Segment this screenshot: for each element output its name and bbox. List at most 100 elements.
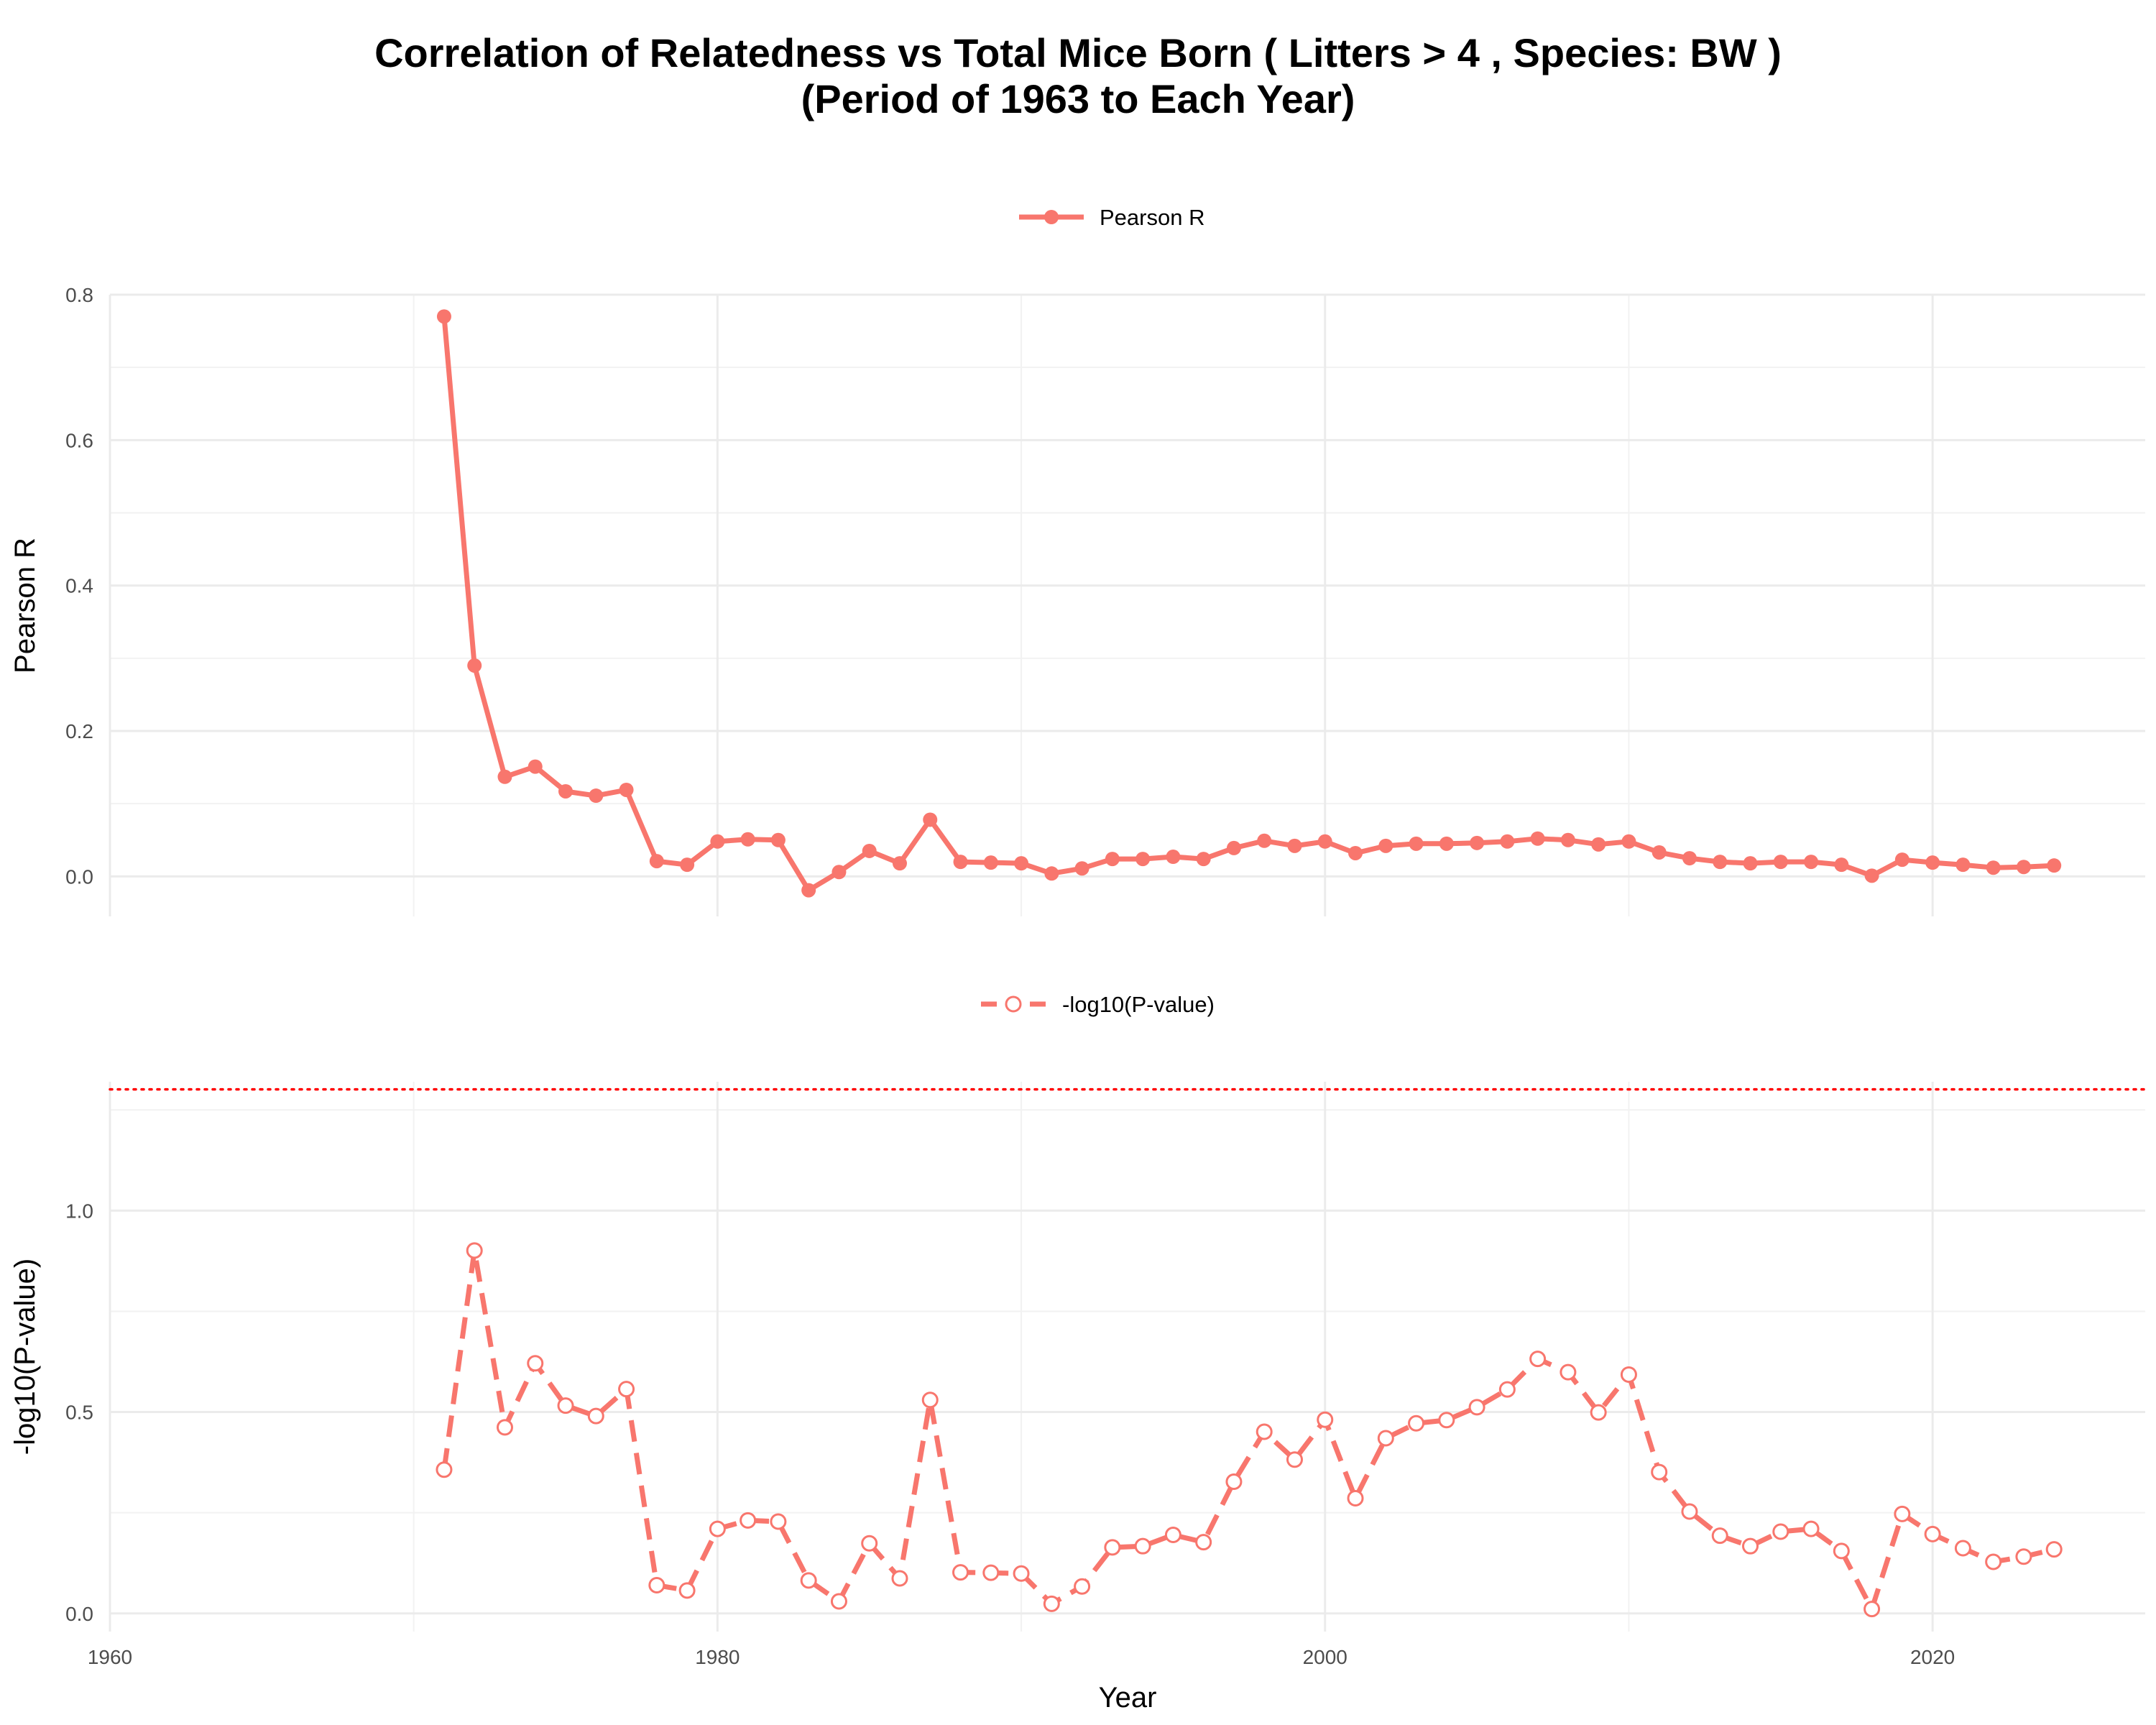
- pearson-r-point: [1378, 838, 1393, 853]
- pvalue-point: [1772, 1523, 1789, 1540]
- pvalue-point: [1864, 1601, 1881, 1618]
- chart-title-line-2: (Period of 1963 to Each Year): [801, 76, 1355, 121]
- x-tick-label: 2020: [1910, 1646, 1955, 1668]
- pvalue-point: [1711, 1527, 1728, 1545]
- pearson-r-point: [1925, 855, 1940, 870]
- pearson-r-point: [589, 788, 604, 804]
- pvalue-point: [1681, 1503, 1698, 1520]
- pvalue-point: [1347, 1489, 1364, 1506]
- pvalue-point: [527, 1355, 544, 1372]
- pearson-r-point: [680, 857, 695, 873]
- pvalue-point: [1225, 1473, 1243, 1491]
- pearson-r-point: [1651, 845, 1667, 860]
- pearson-r-point: [1135, 852, 1151, 867]
- y-tick-label: 0.4: [65, 575, 93, 597]
- y-axis-title: Pearson R: [9, 538, 41, 673]
- x-axis-title: Year: [1099, 1682, 1157, 1714]
- pvalue-point: [1833, 1542, 1850, 1560]
- pearson-r-point: [1986, 860, 2001, 875]
- pearson-r-point: [2047, 858, 2062, 873]
- pvalue-point: [1104, 1539, 1121, 1556]
- pvalue-point: [1498, 1381, 1516, 1398]
- chart-title: Correlation of Relatedness vs Total Mice…: [0, 30, 2156, 122]
- pvalue-point: [861, 1535, 878, 1552]
- pearson-r-point: [1864, 868, 1879, 883]
- pvalue-point: [1043, 1595, 1060, 1612]
- y-axis-title: -log10(P-value): [9, 1259, 41, 1455]
- pearson-r-point: [1409, 836, 1424, 851]
- pearson-r-point: [1682, 851, 1697, 866]
- pearson-r-point: [801, 883, 816, 898]
- y-tick-label: 1.0: [65, 1200, 93, 1222]
- pearson-r-point: [923, 812, 938, 827]
- pearson-r-point: [1591, 837, 1606, 852]
- pvalue-point: [678, 1582, 696, 1599]
- pearson-r-point: [467, 658, 482, 673]
- pvalue-point: [466, 1242, 483, 1259]
- legend-key-marker: [1044, 210, 1059, 224]
- pvalue-point: [830, 1593, 847, 1610]
- pvalue-point: [1134, 1537, 1151, 1555]
- pvalue-point: [496, 1419, 513, 1436]
- pearson-r-point: [1500, 834, 1515, 849]
- pearson-r-point: [1044, 866, 1059, 881]
- pvalue-point: [618, 1381, 635, 1398]
- pvalue-point: [770, 1513, 787, 1530]
- pvalue-point: [1377, 1430, 1394, 1447]
- pvalue-point: [1894, 1505, 1911, 1522]
- pvalue-point: [1013, 1565, 1030, 1582]
- pearson-r-point: [1317, 834, 1332, 849]
- pearson-r-point: [1834, 857, 1849, 873]
- pearson-r-point: [2016, 860, 2031, 875]
- pearson-r-point: [1804, 855, 1819, 870]
- pearson-r-point: [1287, 838, 1302, 853]
- pvalue-point: [982, 1564, 1000, 1581]
- pearson-r-point: [770, 832, 786, 847]
- pvalue-point: [1529, 1351, 1547, 1368]
- pvalue-point: [557, 1397, 574, 1414]
- pearson-r-point: [953, 855, 968, 870]
- y-tick-label: 0.2: [65, 720, 93, 742]
- pearson-r-point: [862, 843, 877, 858]
- pearson-r-point: [1530, 831, 1545, 846]
- pearson-r-point: [528, 759, 543, 774]
- pvalue-point: [1438, 1412, 1455, 1429]
- pearson-r-point: [1014, 856, 1029, 871]
- y-tick-label: 0.0: [65, 1603, 93, 1625]
- pearson-r-point: [1773, 855, 1788, 870]
- pvalue-line: [441, 1248, 2055, 1612]
- legend-label: Pearson R: [1100, 205, 1204, 230]
- pvalue-point: [1985, 1553, 2002, 1570]
- y-tick-label: 0.0: [65, 865, 93, 888]
- pearson-r-point: [1894, 852, 1909, 868]
- pvalue-point: [1742, 1537, 1759, 1555]
- chart-title-line-1: Correlation of Relatedness vs Total Mice…: [374, 30, 1782, 75]
- pvalue-point: [1286, 1451, 1303, 1468]
- legend-label: -log10(P-value): [1062, 992, 1215, 1017]
- pvalue-point: [1256, 1423, 1273, 1440]
- pearson-r-point: [1348, 845, 1363, 860]
- pvalue-point: [1074, 1578, 1091, 1595]
- pearson-r-point: [1257, 833, 1272, 848]
- pvalue-point: [1164, 1526, 1181, 1543]
- pearson-r-point: [436, 309, 451, 324]
- pearson-r-point: [1470, 835, 1485, 850]
- pvalue-point: [921, 1392, 939, 1409]
- pvalue-point: [1317, 1411, 1334, 1428]
- pearson-r-point: [1105, 852, 1120, 867]
- pearson-r-point: [558, 783, 573, 799]
- pearson-r-point: [1955, 857, 1971, 873]
- pearson-r-point: [831, 865, 847, 880]
- x-tick-label: 2000: [1303, 1646, 1348, 1668]
- pearson-r-point: [1743, 856, 1758, 871]
- pvalue-point: [1195, 1534, 1212, 1551]
- pvalue-point: [2015, 1548, 2032, 1565]
- y-tick-label: 0.6: [65, 429, 93, 451]
- pvalue-point: [1620, 1366, 1637, 1383]
- pvalue-point: [1651, 1463, 1668, 1481]
- pearson-r-point: [892, 856, 907, 871]
- pvalue-point: [587, 1407, 604, 1425]
- pearson-r-point: [1560, 832, 1575, 847]
- pvalue-point: [1802, 1520, 1820, 1537]
- pearson-r-point: [497, 769, 512, 784]
